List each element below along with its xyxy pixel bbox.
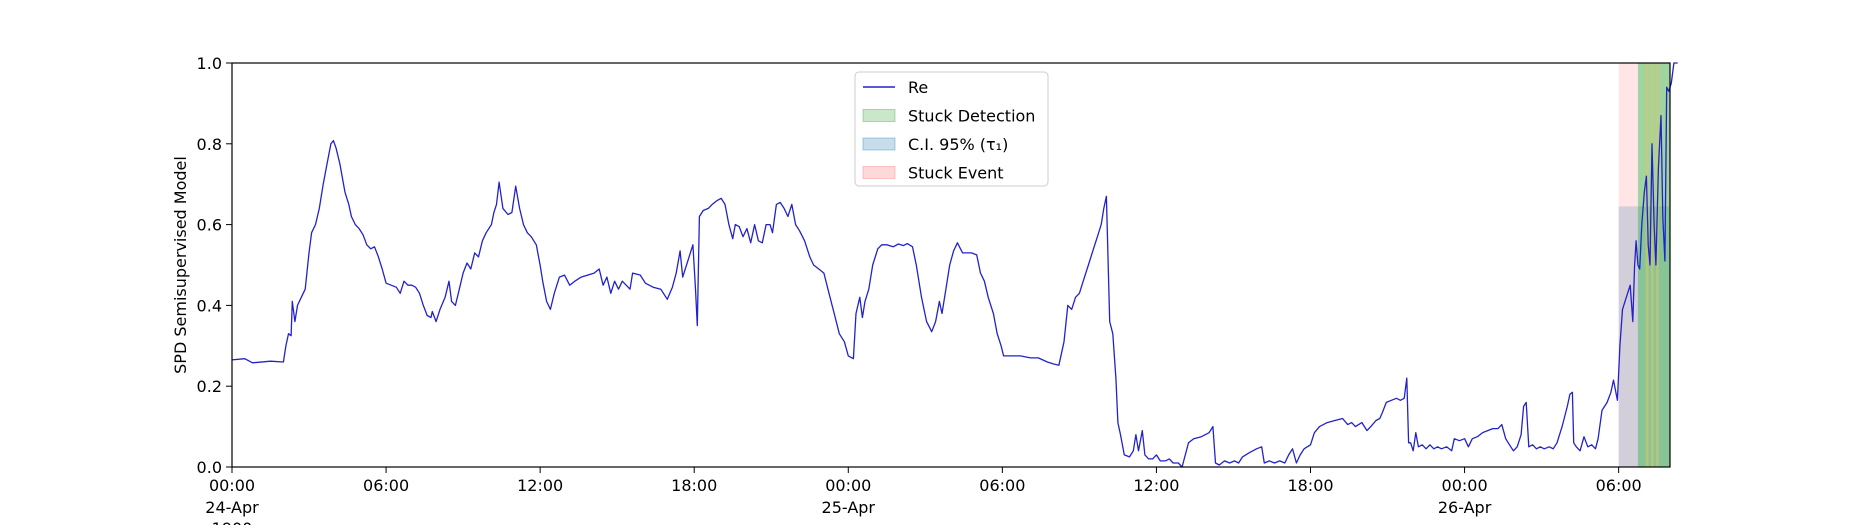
legend-swatch-1 <box>862 109 896 122</box>
x-tick-year-0: 1900 <box>212 519 253 525</box>
series-line-re <box>231 62 1678 468</box>
y-tick-label-3: 0.6 <box>197 216 222 235</box>
x-tick-label-7: 18:00 <box>1287 476 1333 495</box>
x-tick-label-0: 00:00 <box>209 476 255 495</box>
x-tick-label-3: 18:00 <box>671 476 717 495</box>
y-tick-label-4: 0.8 <box>197 135 222 154</box>
y-axis-label: SPD Semisupervised Model <box>171 156 190 374</box>
legend-label-0: Re <box>908 78 928 97</box>
x-axis: 00:00 24-Apr 1900 06:00 12:00 18:00 00:00 25-Ap… <box>205 467 1642 529</box>
legend-label-2: C.I. 95% (τ₁) <box>908 135 1008 154</box>
x-tick-date-0: 24-Apr <box>205 498 259 517</box>
legend-box <box>854 71 1049 187</box>
y-tick-label-5: 1.0 <box>197 54 222 73</box>
bands-layer <box>1618 63 1670 468</box>
x-tick-label-9: 06:00 <box>1596 476 1642 495</box>
y-tick-label-0: 0.0 <box>197 458 222 477</box>
x-tick-label-8: 00:00 <box>1442 476 1488 495</box>
x-tick-label-2: 12:00 <box>517 476 563 495</box>
band-0 <box>1618 63 1638 467</box>
y-axis: 0.0 0.2 0.4 0.6 0.8 1.0 <box>197 54 232 477</box>
detection-streak-0 <box>1645 63 1649 467</box>
x-tick-date-4: 25-Apr <box>822 498 876 517</box>
plot-frame <box>231 62 1671 468</box>
x-tick-date-8: 26-Apr <box>1438 498 1492 517</box>
detection-streak-2 <box>1655 63 1659 467</box>
y-tick-label-1: 0.2 <box>197 377 222 396</box>
band-2 <box>1637 63 1670 467</box>
x-tick-label-4: 00:00 <box>825 476 871 495</box>
legend-label-3: Stuck Event <box>908 164 1004 183</box>
x-tick-label-1: 06:00 <box>363 476 409 495</box>
line-layer <box>231 62 1678 468</box>
legend-label-1: Stuck Detection <box>908 107 1035 126</box>
x-tick-label-6: 12:00 <box>1133 476 1179 495</box>
legend: Re Stuck Detection C.I. 95% (τ₁) Stuck Even… <box>854 71 1049 187</box>
detection-streak-1 <box>1650 63 1654 467</box>
legend-swatch-3 <box>862 166 896 179</box>
band-1 <box>1618 206 1670 468</box>
y-tick-label-2: 0.4 <box>197 296 222 315</box>
x-tick-label-5: 06:00 <box>979 476 1025 495</box>
legend-swatch-2 <box>862 137 896 151</box>
